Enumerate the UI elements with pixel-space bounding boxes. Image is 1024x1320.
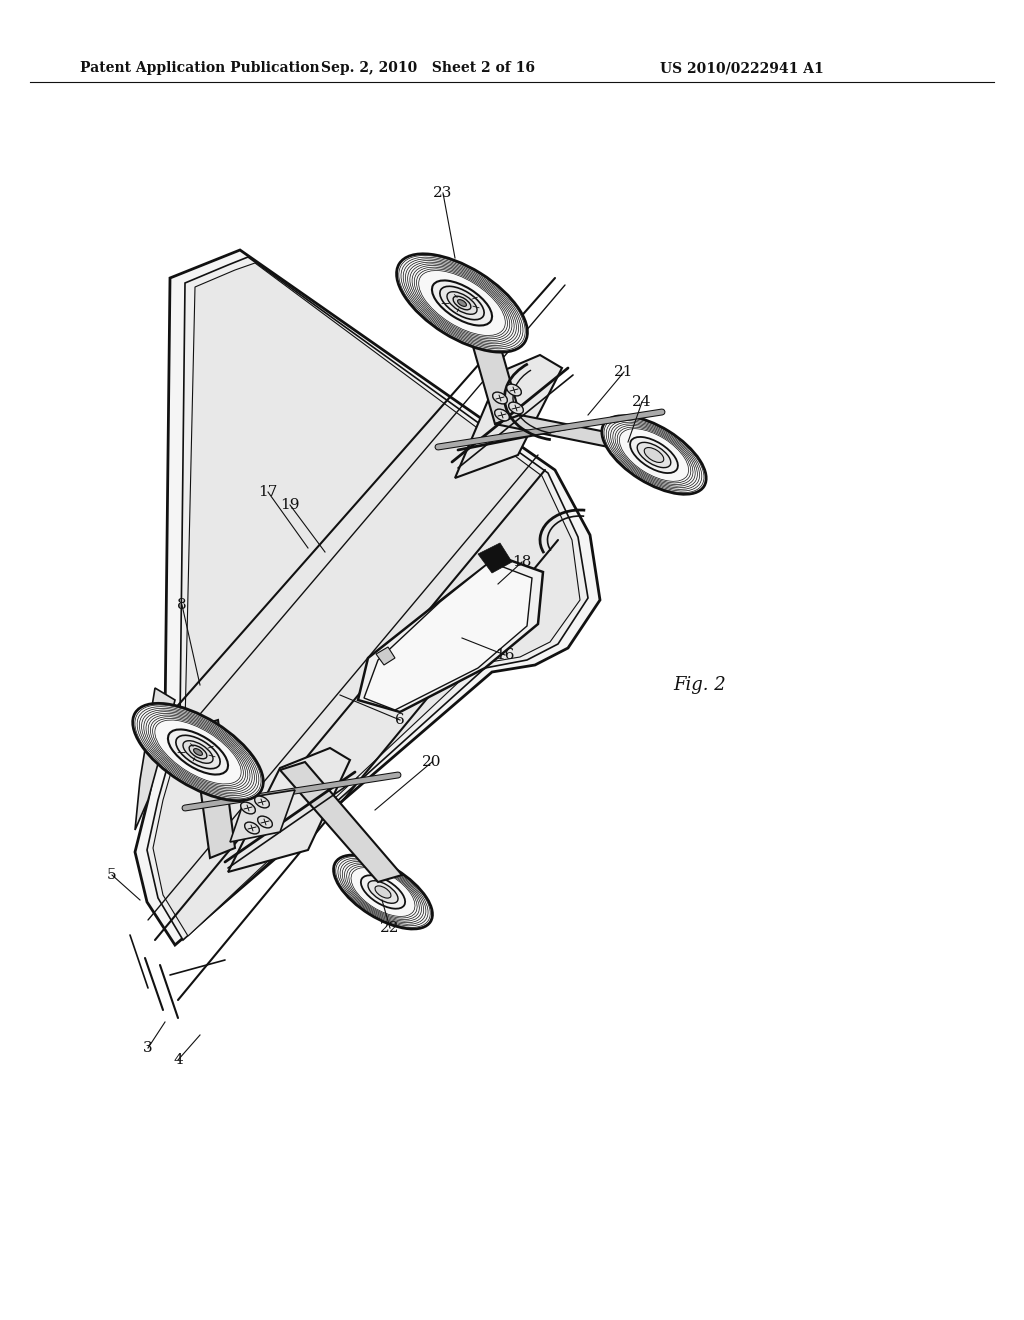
Ellipse shape	[446, 292, 477, 314]
Ellipse shape	[176, 735, 220, 768]
Ellipse shape	[183, 741, 213, 763]
Ellipse shape	[495, 409, 509, 421]
Ellipse shape	[493, 392, 507, 404]
Text: 17: 17	[258, 484, 278, 499]
Ellipse shape	[258, 816, 272, 828]
Polygon shape	[364, 562, 532, 710]
Ellipse shape	[189, 746, 207, 759]
Ellipse shape	[453, 296, 471, 310]
Text: 21: 21	[614, 366, 634, 379]
Ellipse shape	[194, 748, 203, 755]
Polygon shape	[228, 748, 350, 873]
Polygon shape	[376, 647, 395, 665]
Ellipse shape	[602, 416, 707, 494]
Ellipse shape	[360, 875, 406, 908]
Ellipse shape	[396, 253, 527, 352]
Ellipse shape	[458, 300, 467, 306]
Text: 18: 18	[512, 554, 531, 569]
Polygon shape	[135, 249, 600, 945]
Polygon shape	[495, 414, 672, 455]
Text: US 2010/0222941 A1: US 2010/0222941 A1	[660, 61, 823, 75]
Ellipse shape	[245, 822, 259, 834]
Polygon shape	[230, 789, 295, 842]
Text: 4: 4	[173, 1053, 183, 1067]
Ellipse shape	[440, 286, 484, 319]
Text: 6: 6	[395, 713, 404, 727]
Ellipse shape	[509, 403, 523, 414]
Polygon shape	[358, 556, 543, 711]
Polygon shape	[135, 688, 175, 830]
Ellipse shape	[432, 280, 493, 326]
Polygon shape	[153, 263, 580, 936]
Text: Sep. 2, 2010   Sheet 2 of 16: Sep. 2, 2010 Sheet 2 of 16	[321, 61, 535, 75]
Ellipse shape	[241, 803, 255, 814]
Text: 23: 23	[433, 186, 453, 201]
Polygon shape	[193, 719, 234, 858]
Text: 8: 8	[177, 598, 186, 612]
Polygon shape	[478, 543, 512, 573]
Text: 16: 16	[496, 648, 515, 663]
Ellipse shape	[133, 704, 263, 801]
Polygon shape	[280, 762, 402, 882]
Ellipse shape	[255, 796, 269, 808]
Ellipse shape	[368, 880, 398, 903]
Text: 20: 20	[422, 755, 441, 770]
Text: 19: 19	[281, 498, 300, 512]
Ellipse shape	[168, 730, 228, 775]
Polygon shape	[147, 257, 588, 940]
Ellipse shape	[630, 437, 678, 473]
Ellipse shape	[637, 442, 671, 467]
Text: 24: 24	[632, 395, 651, 409]
Text: 3: 3	[143, 1041, 153, 1055]
Ellipse shape	[334, 855, 432, 929]
Text: Fig. 2: Fig. 2	[674, 676, 726, 694]
Text: 5: 5	[108, 869, 117, 882]
Ellipse shape	[644, 447, 664, 462]
Polygon shape	[455, 275, 520, 424]
Polygon shape	[455, 355, 562, 478]
Text: Patent Application Publication: Patent Application Publication	[80, 61, 319, 75]
Ellipse shape	[507, 384, 521, 396]
Ellipse shape	[375, 886, 391, 898]
Text: 22: 22	[380, 921, 399, 935]
